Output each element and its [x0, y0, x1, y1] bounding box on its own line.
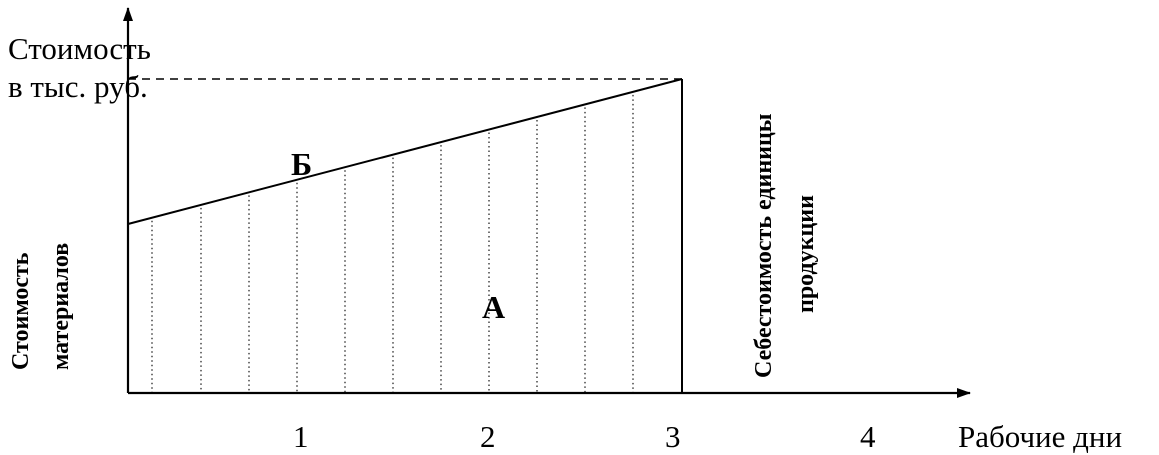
x-tick-label-1: 1: [293, 419, 309, 454]
materials-cost-label-line1: Стоимость: [8, 252, 34, 370]
unit-cost-label-line1: Себестоимость единицы: [751, 113, 777, 378]
region-a-label: А: [482, 289, 506, 325]
y-axis-title-line2: в тыс. руб.: [8, 69, 148, 104]
x-axis-title: Рабочие дни: [958, 419, 1123, 454]
region-b-label: Б: [291, 146, 313, 182]
x-tick-label-3: 3: [665, 419, 681, 454]
unit-cost-label-line2: продукции: [793, 195, 819, 313]
x-tick-label-4: 4: [860, 419, 876, 454]
cost-line: [127, 78, 683, 225]
x-tick-label-2: 2: [480, 419, 496, 454]
materials-cost-label-line2: материалов: [48, 242, 74, 370]
y-axis-title-line1: Стоимость: [8, 31, 151, 66]
region-a-hatching: [151, 94, 634, 393]
